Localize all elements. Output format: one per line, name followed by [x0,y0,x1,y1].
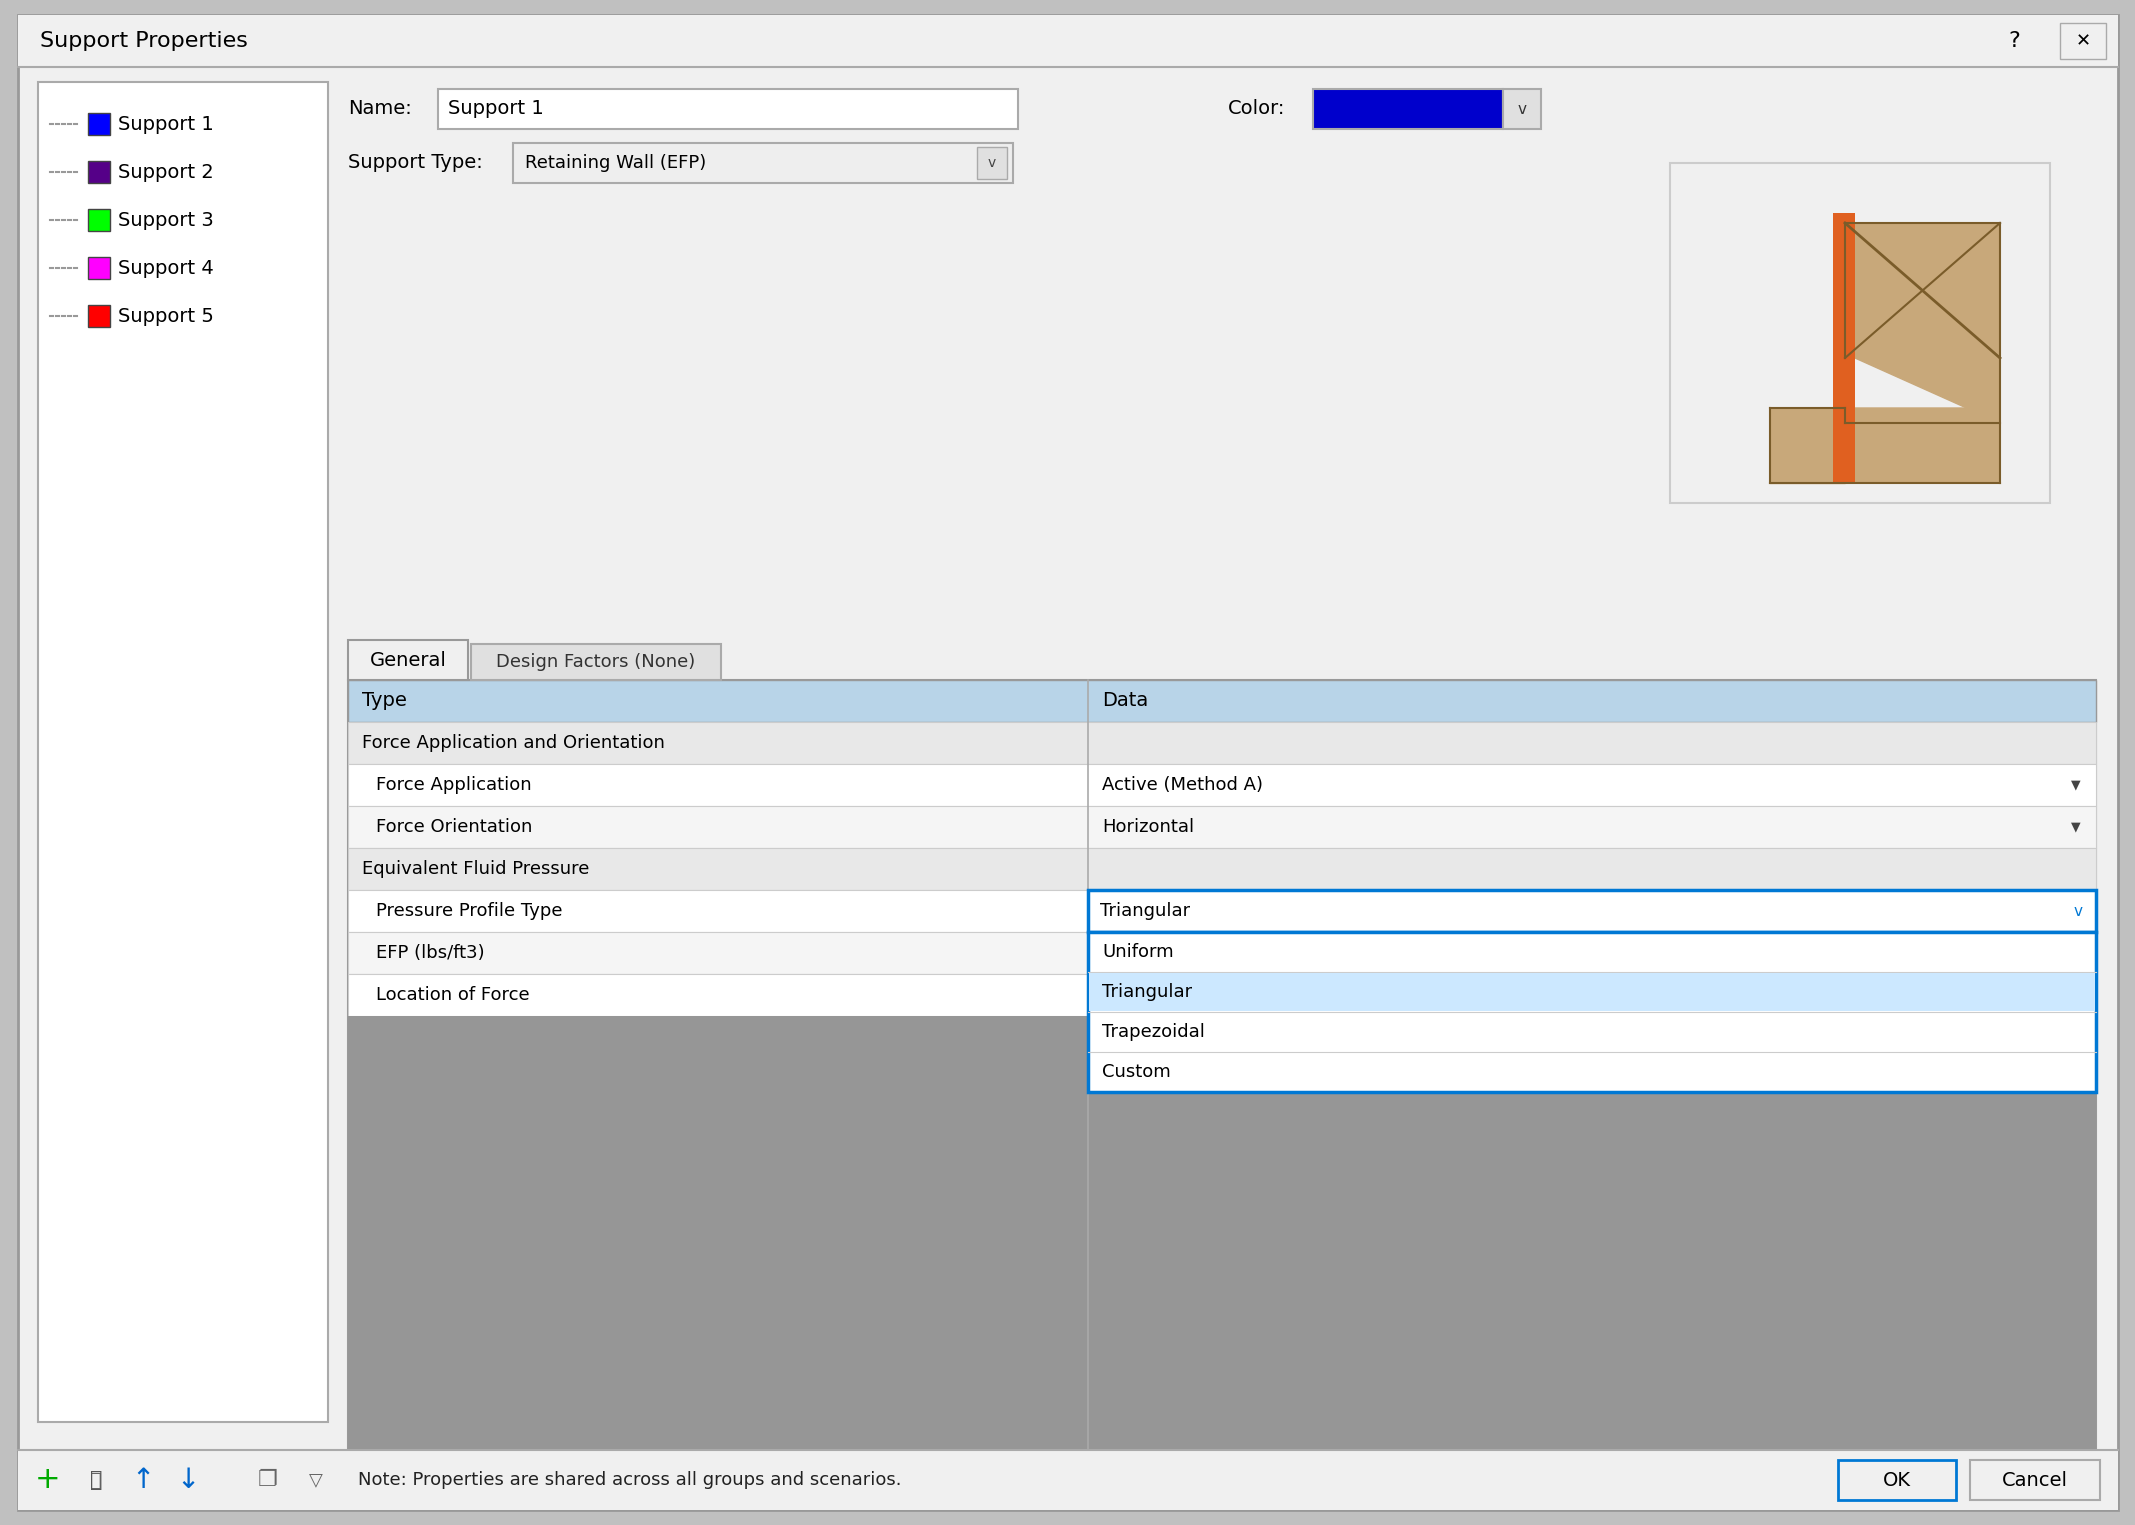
Text: Force Orientation: Force Orientation [376,817,532,836]
Text: ▼: ▼ [2071,820,2082,834]
Bar [17,15,2118,67]
Text: ▽: ▽ [310,1472,322,1488]
Text: Support 5: Support 5 [117,307,214,325]
Bar [348,764,2097,807]
Text: Data: Data [1102,691,1149,711]
Bar [88,162,111,183]
Bar [88,113,111,136]
Text: Force Application and Orientation: Force Application and Orientation [363,734,664,752]
Bar [88,305,111,326]
Bar [348,680,2097,721]
Text: Equivalent Fluid Pressure: Equivalent Fluid Pressure [363,860,589,878]
Bar [2060,23,2105,59]
Text: General: General [369,651,446,669]
Text: Trapezoidal: Trapezoidal [1102,1023,1204,1042]
Bar [38,82,329,1421]
Text: Type: Type [363,691,408,711]
Bar [438,88,1018,130]
Text: Custom: Custom [1102,1063,1170,1081]
Polygon shape [1770,409,2000,483]
Text: v: v [2073,903,2082,918]
Bar [348,891,2097,932]
Text: Color:: Color: [1228,99,1285,119]
Polygon shape [1845,223,2000,422]
Text: OK: OK [1883,1470,1911,1490]
Text: ▼: ▼ [2071,778,2082,791]
Text: Support Type:: Support Type: [348,154,483,172]
Text: Support 2: Support 2 [117,163,214,181]
Text: ↑: ↑ [132,1466,154,1494]
Bar [1971,1459,2101,1501]
Bar [348,680,2097,1450]
Bar [1089,932,2097,1092]
Text: Triangular: Triangular [1100,901,1189,920]
Text: Support 1: Support 1 [117,114,214,134]
Text: ↓: ↓ [177,1466,201,1494]
Text: Note: Properties are shared across all groups and scenarios.: Note: Properties are shared across all g… [359,1472,901,1488]
Text: Retaining Wall (EFP): Retaining Wall (EFP) [525,154,707,172]
Bar [88,258,111,279]
Bar [978,146,1008,178]
Bar [1089,973,2094,1011]
Text: Name:: Name: [348,99,412,117]
Bar [512,143,1012,183]
Text: ⬜: ⬜ [90,1470,102,1490]
Bar [348,974,2097,1016]
Bar [348,807,2097,848]
Text: Horizontal: Horizontal [1102,817,1193,836]
Bar [1503,88,1541,130]
Text: Cancel: Cancel [2003,1470,2069,1490]
Text: Support 1: Support 1 [448,99,544,119]
Bar [348,848,2097,891]
Bar [348,721,2097,764]
Text: ✕: ✕ [2075,32,2090,50]
Bar [1670,163,2050,503]
Text: Support Properties: Support Properties [41,30,248,50]
Bar [1089,891,2097,932]
Text: ?: ? [2009,30,2020,50]
Bar [1834,214,1855,483]
Text: EFP (lbs/ft3): EFP (lbs/ft3) [376,944,485,962]
Text: Uniform: Uniform [1102,942,1174,961]
Bar [88,209,111,230]
Bar [348,640,468,680]
Bar [348,932,2097,974]
Text: Force Application: Force Application [376,776,532,795]
Text: v: v [1518,102,1527,116]
Text: Pressure Profile Type: Pressure Profile Type [376,901,562,920]
Text: ❐: ❐ [258,1470,278,1490]
Text: Triangular: Triangular [1102,984,1191,1000]
Text: v: v [989,156,997,169]
Text: Support 4: Support 4 [117,259,214,278]
Text: Location of Force: Location of Force [376,987,529,1003]
Polygon shape [1770,409,1845,483]
Bar [348,1016,2097,1450]
Text: Support 3: Support 3 [117,210,214,229]
Bar [472,644,722,680]
Text: Active (Method A): Active (Method A) [1102,776,1264,795]
Bar [1313,88,1503,130]
Text: 🗑: 🗑 [90,1470,102,1490]
Bar [17,1450,2118,1510]
Text: +: + [34,1466,60,1494]
Text: Design Factors (None): Design Factors (None) [495,653,696,671]
Bar [1838,1459,1956,1501]
